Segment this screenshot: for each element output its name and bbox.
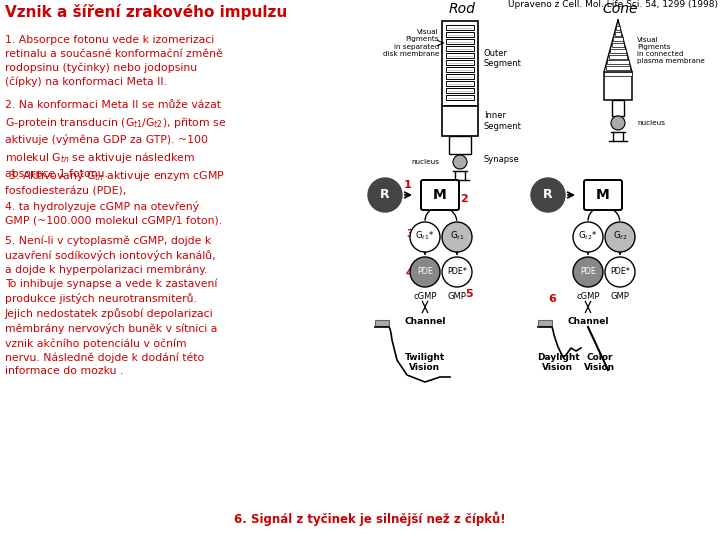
Text: 2. Na konformaci Meta II se může vázat
G-protein transducin (G$_{t1}$/G$_{t2}$),: 2. Na konformaci Meta II se může vázat G… [5,100,226,179]
FancyBboxPatch shape [449,136,471,154]
Text: 1: 1 [404,180,412,190]
Circle shape [368,178,402,212]
Text: cGMP: cGMP [576,292,600,301]
Circle shape [605,257,635,287]
Text: G$_{t1}$*: G$_{t1}$* [415,230,435,242]
Text: nucleus: nucleus [411,159,439,165]
FancyBboxPatch shape [607,60,629,64]
FancyBboxPatch shape [613,37,623,42]
Text: 1. Absorpce fotonu vede k izomerizaci
retinalu a současné konformační změně
rodo: 1. Absorpce fotonu vede k izomerizaci re… [5,35,222,87]
Text: Vznik a šíření zrakového impulzu: Vznik a šíření zrakového impulzu [5,4,287,20]
Text: Channel: Channel [567,318,608,327]
FancyBboxPatch shape [612,100,624,116]
FancyBboxPatch shape [446,53,474,58]
FancyBboxPatch shape [446,74,474,79]
Text: Synapse: Synapse [484,154,520,164]
Text: nucleus: nucleus [637,120,665,126]
Text: R: R [543,188,553,201]
Text: G$_{t1}$: G$_{t1}$ [450,230,464,242]
Text: GMP: GMP [448,292,467,301]
Text: G$_{t2}$*: G$_{t2}$* [578,230,598,242]
Text: G$_{t2}$: G$_{t2}$ [613,230,627,242]
Text: Cone: Cone [602,2,638,16]
FancyBboxPatch shape [421,180,459,210]
Text: Channel: Channel [404,318,446,327]
Circle shape [453,155,467,169]
Text: M: M [596,188,610,202]
FancyBboxPatch shape [446,67,474,72]
Text: 3: 3 [406,229,413,239]
Text: PDE: PDE [417,267,433,276]
FancyBboxPatch shape [612,43,624,47]
Text: PDE*: PDE* [610,267,630,276]
Circle shape [531,178,565,212]
Circle shape [442,222,472,252]
Text: 2: 2 [460,194,468,204]
Text: 6. Signál z tyčinek je silnější než z čípků!: 6. Signál z tyčinek je silnější než z čí… [234,511,506,526]
FancyBboxPatch shape [615,31,621,36]
Text: Visual
Pigments
in connected
plasma membrane: Visual Pigments in connected plasma memb… [637,37,705,64]
FancyBboxPatch shape [442,21,478,106]
Text: PDE*: PDE* [447,267,467,276]
Text: Twilight
Vision: Twilight Vision [405,353,445,373]
Text: 5: 5 [465,289,472,299]
FancyBboxPatch shape [606,66,631,70]
FancyBboxPatch shape [616,26,619,30]
FancyBboxPatch shape [611,49,626,53]
FancyBboxPatch shape [446,25,474,30]
Text: Outer
Segment: Outer Segment [484,49,522,68]
FancyBboxPatch shape [446,46,474,51]
Text: PDE: PDE [580,267,596,276]
Text: Visual
Pigments
in separated
disk membrane: Visual Pigments in separated disk membra… [382,30,439,57]
Text: 4: 4 [406,268,414,278]
FancyBboxPatch shape [375,320,389,326]
FancyBboxPatch shape [442,106,478,136]
Text: 5. Není-li v cytoplasmě cGMP, dojde k
uzavření sodíkových iontových kanálů,
a do: 5. Není-li v cytoplasmě cGMP, dojde k uz… [5,235,217,376]
Text: Upraveno z Cell. Mol. Life Sci. 54, 1299 (1998): Upraveno z Cell. Mol. Life Sci. 54, 1299… [508,0,718,9]
FancyBboxPatch shape [584,180,622,210]
Text: 6: 6 [548,294,556,304]
Text: R: R [380,188,390,201]
Text: M: M [433,188,447,202]
Text: cGMP: cGMP [413,292,437,301]
FancyBboxPatch shape [446,81,474,86]
FancyBboxPatch shape [604,72,632,76]
Text: 3. Aktivovaný G$_{tn}$ aktivuje enzym cGMP
fosfodiesterázu (PDE),
4. ta hydrolyz: 3. Aktivovaný G$_{tn}$ aktivuje enzym cG… [5,168,225,225]
Text: Daylight
Vision: Daylight Vision [536,353,580,373]
FancyBboxPatch shape [446,88,474,93]
Circle shape [573,222,603,252]
FancyBboxPatch shape [446,95,474,100]
Text: Rod: Rod [449,2,475,16]
FancyBboxPatch shape [446,39,474,44]
FancyBboxPatch shape [608,55,627,59]
Text: GMP: GMP [611,292,629,301]
FancyBboxPatch shape [446,60,474,65]
Circle shape [410,257,440,287]
Circle shape [442,257,472,287]
Circle shape [573,257,603,287]
Circle shape [605,222,635,252]
Circle shape [410,222,440,252]
FancyBboxPatch shape [538,320,552,326]
Text: Color
Vision: Color Vision [585,353,616,373]
Text: Inner
Segment: Inner Segment [484,111,522,131]
FancyBboxPatch shape [604,72,632,100]
Circle shape [611,116,625,130]
FancyBboxPatch shape [446,32,474,37]
